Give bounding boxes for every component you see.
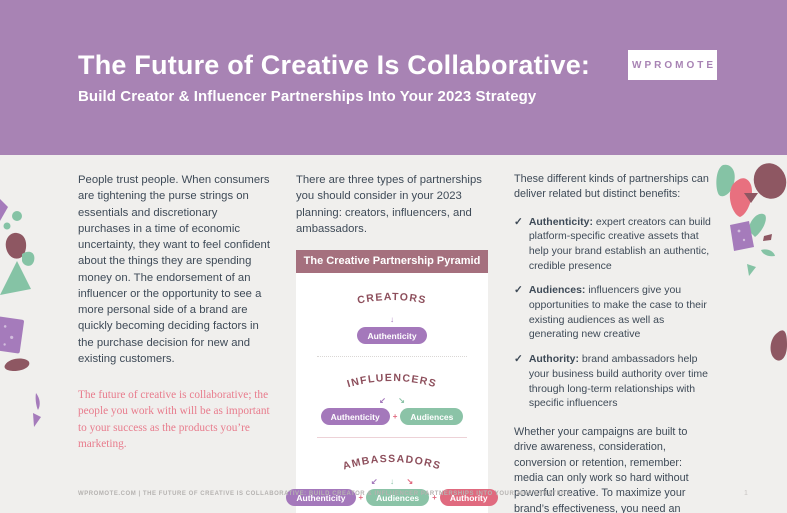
- tier-creators-arrows: ↓: [296, 313, 488, 324]
- down-right-arrow-icon: ↘: [398, 396, 405, 406]
- wpromote-logo: WPROMOTE: [628, 50, 717, 80]
- pill-authority: Authority: [439, 489, 498, 507]
- terrazzo-decor-left: [0, 199, 41, 427]
- benefit-text: expert creators can build platform-speci…: [528, 215, 711, 272]
- pull-quote: The future of creative is collaborative;…: [78, 389, 270, 450]
- pill-authenticity: Authenticity: [357, 327, 427, 345]
- pyramid-tier-influencers: INFLUENCERS ↙ ↘ Authenticity + Audiences: [296, 369, 488, 426]
- svg-text:INFLUENCERS: INFLUENCERS: [346, 372, 439, 390]
- tier-divider: [317, 356, 467, 358]
- pyramid-tier-ambassadors: AMBASSADORS ↙ ↓ ↘ Authenticity + Audienc…: [286, 450, 498, 507]
- down-arrow-icon: ↓: [390, 477, 394, 487]
- tier-ambassadors-label: AMBASSADORS: [341, 453, 441, 473]
- header-band: The Future of Creative Is Collaborative:…: [0, 0, 787, 155]
- plus-icon: +: [358, 493, 364, 503]
- checkmark-icon: ✓: [514, 284, 523, 297]
- column-left: People trust people. When consumers are …: [78, 172, 271, 452]
- tier-creators-label: CREATORS: [356, 291, 426, 307]
- svg-text:CREATORS: CREATORS: [356, 291, 427, 307]
- benefit-item-authority: ✓ Authority: brand ambassadors help your…: [514, 352, 711, 411]
- benefits-list: ✓ Authenticity: expert creators can buil…: [514, 215, 711, 411]
- column-middle: There are three types of partnerships yo…: [286, 172, 498, 513]
- tier-influencers-label: INFLUENCERS: [346, 372, 437, 390]
- page-title: The Future of Creative Is Collaborative:: [78, 50, 591, 80]
- pill-authenticity: Authenticity: [286, 489, 356, 507]
- intro-paragraph: People trust people. When consumers are …: [78, 174, 270, 365]
- pyramid-card: The Creative Partnership Pyramid CREATOR…: [286, 250, 498, 513]
- down-right-arrow-icon: ↘: [406, 477, 414, 487]
- tier-ambassadors-arrows: ↙ ↓ ↘: [296, 475, 488, 486]
- benefit-text: brand ambassadors help your business bui…: [528, 353, 708, 410]
- pill-audiences: Audiences: [400, 408, 464, 426]
- tier-influencers-arrows: ↙ ↘: [296, 394, 488, 405]
- terrazzo-decor-right: [716, 163, 787, 361]
- benefits-intro: These different kinds of partnerships ca…: [514, 173, 709, 201]
- benefit-label: Audiences:: [528, 284, 586, 297]
- benefit-item-authenticity: ✓ Authenticity: expert creators can buil…: [514, 215, 711, 274]
- pyramid-card-title: The Creative Partnership Pyramid: [296, 250, 488, 274]
- pill-audiences: Audiences: [366, 489, 430, 507]
- svg-text:AMBASSADORS: AMBASSADORS: [341, 453, 442, 473]
- down-left-arrow-icon: ↙: [379, 396, 386, 406]
- benefit-text: influencers give you opportunities to ma…: [528, 284, 707, 341]
- closing-paragraph: Whether your campaigns are built to driv…: [514, 425, 689, 513]
- pyramid-tier-creators: CREATORS ↓ Authenticity: [296, 288, 488, 345]
- plus-icon: +: [432, 493, 437, 503]
- checkmark-icon: ✓: [514, 353, 523, 366]
- down-left-arrow-icon: ↙: [370, 477, 378, 487]
- benefit-label: Authority:: [528, 353, 579, 366]
- pill-authenticity: Authenticity: [320, 408, 390, 426]
- benefit-item-audiences: ✓ Audiences: influencers give you opport…: [514, 283, 711, 342]
- page-number: 1: [744, 490, 748, 497]
- benefit-label: Authenticity:: [528, 215, 593, 228]
- checkmark-icon: ✓: [514, 215, 523, 228]
- column-right: These different kinds of partnerships ca…: [514, 172, 711, 513]
- footer-text: WPROMOTE.COM | THE FUTURE OF CREATIVE IS…: [78, 491, 571, 497]
- pyramid-card-body: CREATORS ↓ Authenticity: [286, 273, 498, 513]
- down-arrow-icon: ↓: [390, 315, 394, 325]
- page-subtitle: Build Creator & Influencer Partnerships …: [78, 88, 537, 105]
- plus-icon: +: [392, 412, 398, 422]
- pyramid-intro: There are three types of partnerships yo…: [296, 174, 482, 235]
- tier-divider: [317, 437, 467, 439]
